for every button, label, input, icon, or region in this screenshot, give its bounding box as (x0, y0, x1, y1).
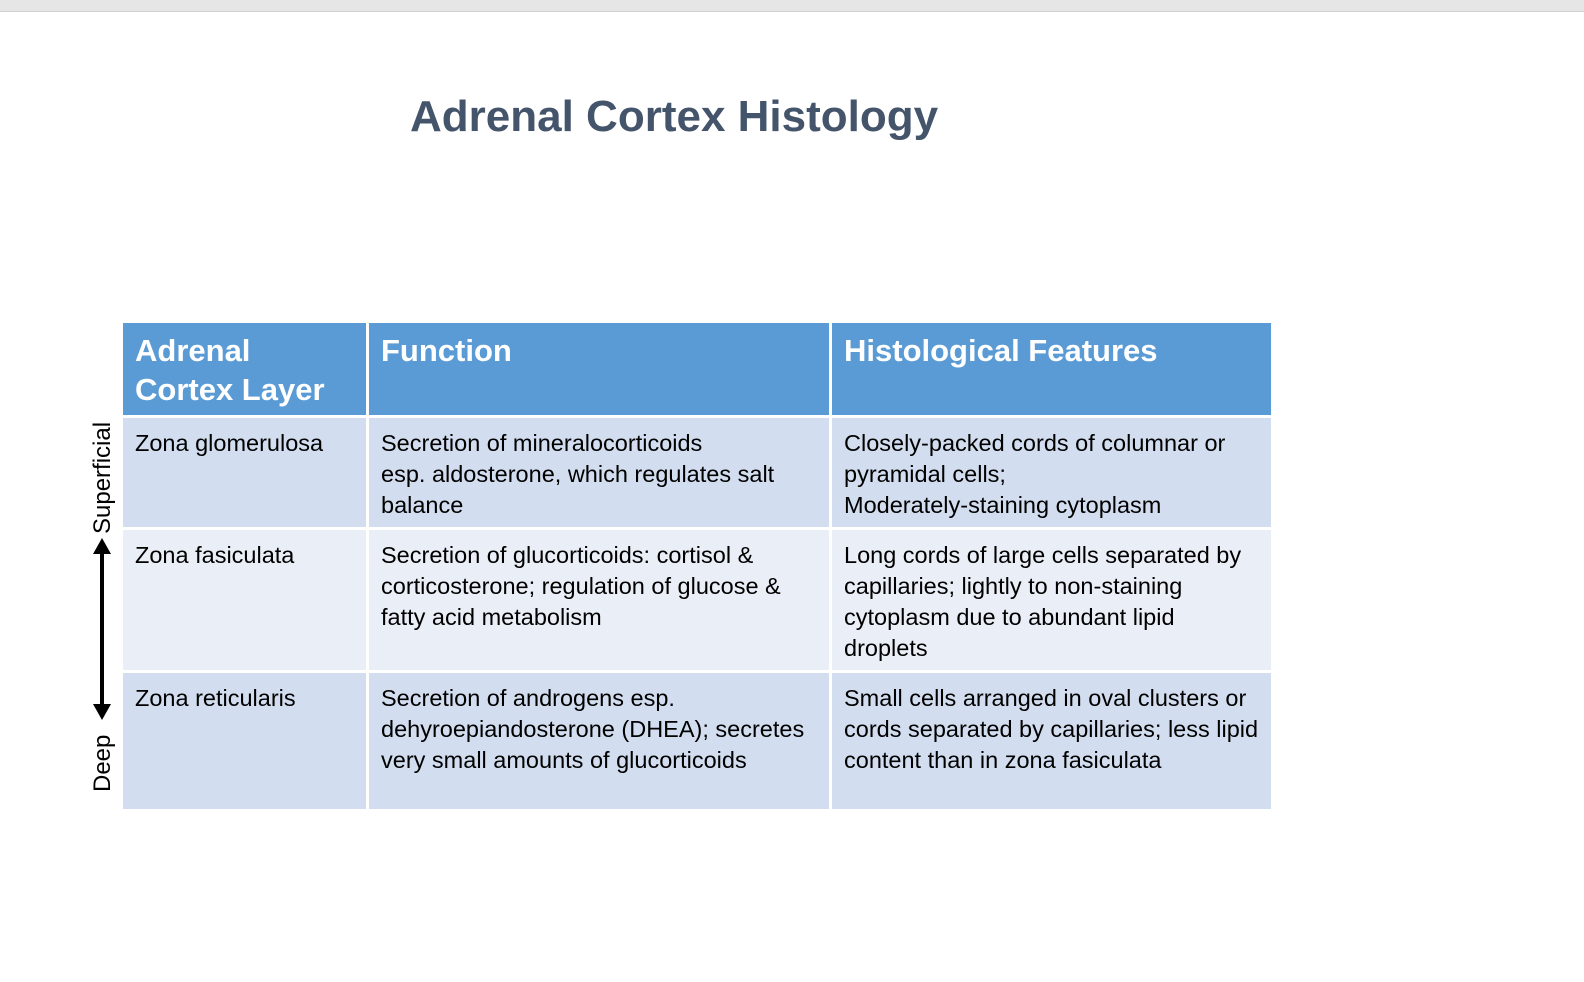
header-cell-function: Function (369, 323, 829, 415)
depth-axis: Superficial Deep (84, 408, 120, 798)
layer-name: Zona fasiculata (135, 542, 295, 568)
header-cell-layer: Adrenal Cortex Layer (123, 323, 366, 415)
axis-label-deep: Deep (89, 734, 116, 792)
table-header-row: Adrenal Cortex Layer Function Histologic… (123, 323, 1271, 415)
double-arrow-icon (93, 538, 111, 720)
header-cell-features: Histological Features (832, 323, 1271, 415)
layer-cell: Zona reticularis (123, 673, 366, 809)
table-row: Zona fasiculata Secretion of glucorticoi… (123, 530, 1271, 670)
function-cell: Secretion of androgens esp. dehyroepiand… (369, 673, 829, 809)
function-cell: Secretion of mineralocorticoids esp. ald… (369, 418, 829, 527)
function-cell: Secretion of glucorticoids: cortisol & c… (369, 530, 829, 670)
features-cell: Long cords of large cells separated by c… (832, 530, 1271, 670)
adrenal-layer-table: Adrenal Cortex Layer Function Histologic… (120, 320, 1274, 812)
layer-name: Zona glomerulosa (135, 430, 324, 456)
table-row: Zona reticularis Secretion of androgens … (123, 673, 1271, 809)
window-top-bar (0, 0, 1584, 12)
function-text: Secretion of mineralocorticoids esp. ald… (381, 430, 775, 518)
layer-cell: Zona fasiculata (123, 530, 366, 670)
features-cell: Closely-packed cords of columnar or pyra… (832, 418, 1271, 527)
function-text: Secretion of glucorticoids: cortisol & c… (381, 542, 781, 630)
table-row: Zona glomerulosa Secretion of mineraloco… (123, 418, 1271, 527)
axis-label-superficial: Superficial (89, 421, 116, 534)
slide-title: Adrenal Cortex Histology (410, 92, 939, 141)
features-cell: Small cells arranged in oval clusters or… (832, 673, 1271, 809)
features-text: Small cells arranged in oval clusters or… (844, 685, 1259, 773)
features-text: Closely-packed cords of columnar or pyra… (844, 430, 1226, 518)
layer-cell: Zona glomerulosa (123, 418, 366, 527)
features-text: Long cords of large cells separated by c… (844, 542, 1242, 661)
function-text: Secretion of androgens esp. dehyroepiand… (381, 685, 805, 773)
layer-name: Zona reticularis (135, 685, 296, 711)
